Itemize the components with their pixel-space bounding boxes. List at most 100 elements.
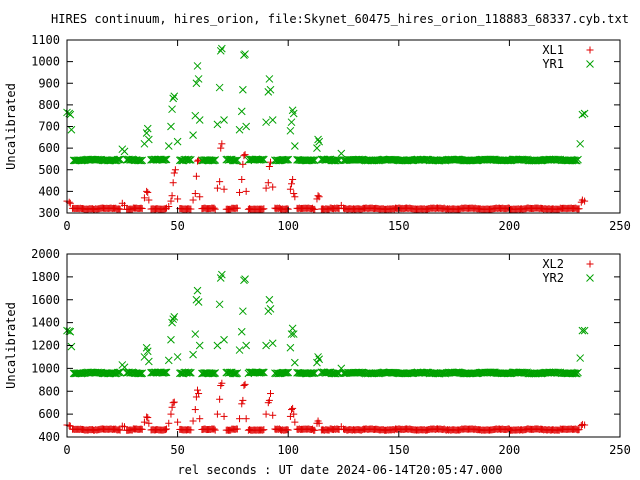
point-yr2-201-d2 (309, 369, 318, 377)
point-yr1-24 (216, 46, 225, 55)
point-yr1-409-d2 (548, 155, 557, 164)
point-yr2-104 (135, 369, 143, 378)
point-xl2-46 (577, 422, 585, 430)
point-xl1-29 (239, 160, 247, 168)
point-yr2-17 (191, 330, 200, 338)
point-yr2-11-d2 (167, 335, 175, 344)
point-yr1-41 (289, 109, 298, 118)
point-yr2-3 (67, 342, 76, 351)
point-yr1-20-d2 (194, 75, 203, 83)
point-xl1-35 (265, 163, 273, 171)
point-yr2-41-d2 (289, 330, 298, 338)
point-yr2-119 (159, 369, 168, 377)
point-yr1-24-d2 (216, 46, 225, 55)
point-xl1-93 (116, 205, 124, 213)
point-xl2-10 (167, 410, 175, 418)
point-yr1-201 (309, 156, 318, 164)
point-yr2-130-d2 (183, 368, 192, 377)
point-yr2-42-d2 (290, 358, 299, 367)
y-tick-label: 800 (38, 98, 60, 112)
point-yr2-45 (315, 355, 324, 364)
point-xl1-26 (220, 185, 228, 193)
point-xl2-14 (174, 418, 182, 426)
point-yr1-157-d2 (233, 156, 242, 164)
point-yr2-154-d2 (230, 369, 238, 378)
point-yr2-155 (231, 369, 239, 378)
point-xl2-15 (189, 417, 197, 425)
point-yr1-36-d2 (266, 85, 275, 94)
point-xl1-10 (167, 197, 175, 205)
point-yr2-14 (170, 313, 179, 321)
point-yr2-48 (578, 326, 587, 335)
point-yr1-46 (337, 149, 346, 158)
point-yr1-2-d2 (66, 110, 75, 119)
point-xl2-91 (115, 426, 123, 434)
point-yr2-107 (138, 369, 147, 378)
point-yr2-35-d2 (265, 295, 274, 304)
point-yr1-33 (262, 118, 270, 127)
point-yr2-27 (235, 346, 244, 354)
point-yr2-23-d2 (215, 300, 224, 309)
point-yr1-21 (195, 116, 204, 124)
legend-label-yr1: YR1 (542, 57, 564, 71)
point-yr2-19-d2 (193, 286, 202, 295)
y-tick-label: 700 (38, 120, 60, 134)
point-yr1-146 (211, 156, 220, 164)
point-xl2-122 (163, 425, 171, 433)
point-yr1-3 (67, 125, 76, 134)
point-xl1-25 (218, 140, 226, 148)
point-yr1-25 (217, 44, 226, 53)
point-yr1-44 (314, 135, 322, 144)
point-yr2-91 (115, 368, 123, 377)
point-yr2-122 (162, 368, 171, 377)
point-xl1-39 (288, 180, 296, 188)
point-yr1-37 (268, 116, 277, 124)
point-yr1-202-d2 (310, 156, 319, 165)
point-xl2-146 (211, 426, 219, 434)
point-yr2-146-d2 (211, 369, 220, 377)
legend-marker-xl1 (586, 46, 594, 54)
point-xl2-4 (121, 423, 129, 431)
point-yr1-3-d2 (67, 125, 76, 134)
point-yr2-132 (185, 369, 194, 377)
y-tick-label: 1000 (31, 55, 60, 69)
point-xl2-41 (291, 418, 299, 426)
point-yr2-121 (161, 368, 170, 377)
point-yr1-14-d2 (170, 92, 179, 101)
point-yr1-199 (307, 156, 316, 164)
point-yr2-170 (257, 368, 266, 377)
point-yr1-16 (189, 131, 197, 140)
point-yr2-133 (187, 368, 195, 377)
point-yr2-19 (193, 286, 202, 295)
point-yr1-157 (233, 156, 242, 164)
point-xl1-2 (66, 199, 74, 207)
point-xl2-20 (196, 415, 204, 423)
point-yr1-49 (580, 109, 589, 118)
point-yr1-47-d2 (576, 139, 585, 148)
point-yr1-21-d2 (195, 116, 204, 124)
point-yr2-136-d2 (200, 369, 208, 377)
point-xl2-48 (581, 421, 589, 429)
point-yr1-182-d2 (281, 156, 289, 164)
point-yr2-200-d2 (308, 369, 317, 378)
point-yr1-107 (138, 156, 147, 165)
point-yr1-13-d2 (169, 94, 178, 103)
point-xl1-158 (233, 204, 241, 212)
point-yr1-12 (168, 105, 176, 114)
point-xl2-8 (145, 419, 153, 427)
point-yr2-90-d2 (114, 368, 122, 377)
point-yr2-169 (256, 368, 265, 377)
point-yr2-185-d2 (284, 368, 293, 377)
chart-panel-1: 300 400 500 600 700 800 900 1000 1100 0 50 100 150 20… (4, 33, 631, 233)
point-yr1-171 (258, 155, 267, 164)
point-yr1-28-d2 (237, 107, 246, 116)
point-yr1-369-d2 (504, 156, 513, 165)
point-xl2-13 (170, 398, 178, 406)
point-yr1-200-d2 (308, 156, 317, 165)
series-yr2 (63, 270, 589, 378)
legend-label-xl1: XL1 (542, 43, 564, 57)
point-yr2-17-d2 (191, 330, 200, 338)
point-yr1-22-d2 (213, 120, 222, 129)
